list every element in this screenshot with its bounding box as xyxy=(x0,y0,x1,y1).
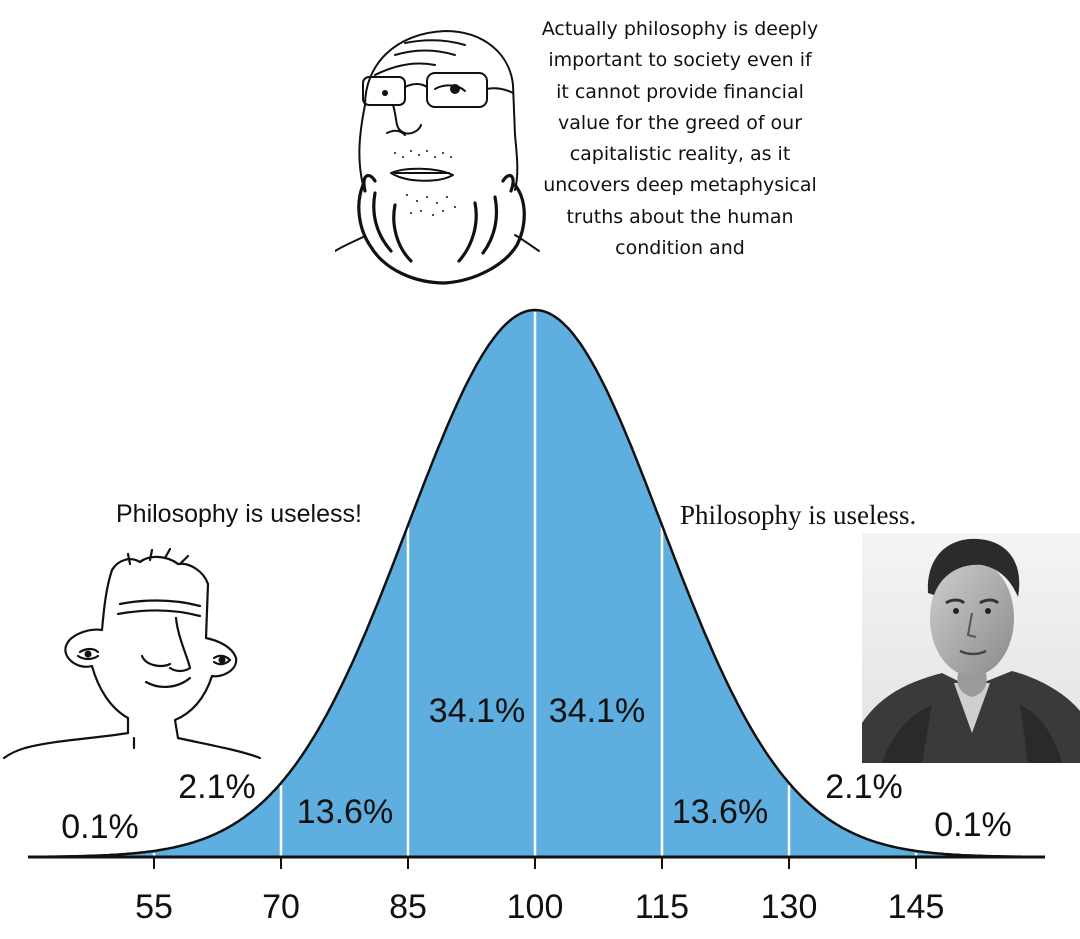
region-0 xyxy=(28,850,154,857)
region-label-7: 0.1% xyxy=(934,806,1012,844)
x-tick-label-4: 115 xyxy=(635,888,689,926)
region-4 xyxy=(535,310,662,857)
x-tick-label-5: 130 xyxy=(761,888,818,926)
region-label-4: 34.1% xyxy=(549,692,645,730)
x-tick-label-6: 145 xyxy=(888,888,945,926)
region-6 xyxy=(789,783,916,857)
region-label-0: 0.1% xyxy=(61,808,139,846)
philosopher-caption: Philosophy is useless. xyxy=(680,500,917,530)
philosopher-portrait xyxy=(862,533,1080,763)
dumb-wojak-caption: Philosophy is useless! xyxy=(116,500,362,528)
bearded-glasses-wojak-icon xyxy=(335,30,540,285)
region-3 xyxy=(408,310,535,857)
x-tick-label-2: 85 xyxy=(389,888,427,926)
region-1 xyxy=(154,783,281,857)
region-7 xyxy=(916,850,1043,857)
region-label-3: 34.1% xyxy=(429,692,525,730)
smart-wojak-caption: Actually philosophy is deeply important … xyxy=(541,18,819,260)
x-tick-label-0: 55 xyxy=(135,888,173,926)
wojak-face-icon xyxy=(2,548,262,760)
region-label-6: 2.1% xyxy=(825,768,903,806)
region-label-1: 2.1% xyxy=(178,768,256,806)
x-tick-label-1: 70 xyxy=(262,888,300,926)
bell-curve-line xyxy=(28,308,1044,859)
region-label-5: 13.6% xyxy=(672,793,768,831)
region-label-2: 13.6% xyxy=(297,793,393,831)
x-tick-label-3: 100 xyxy=(507,888,564,926)
